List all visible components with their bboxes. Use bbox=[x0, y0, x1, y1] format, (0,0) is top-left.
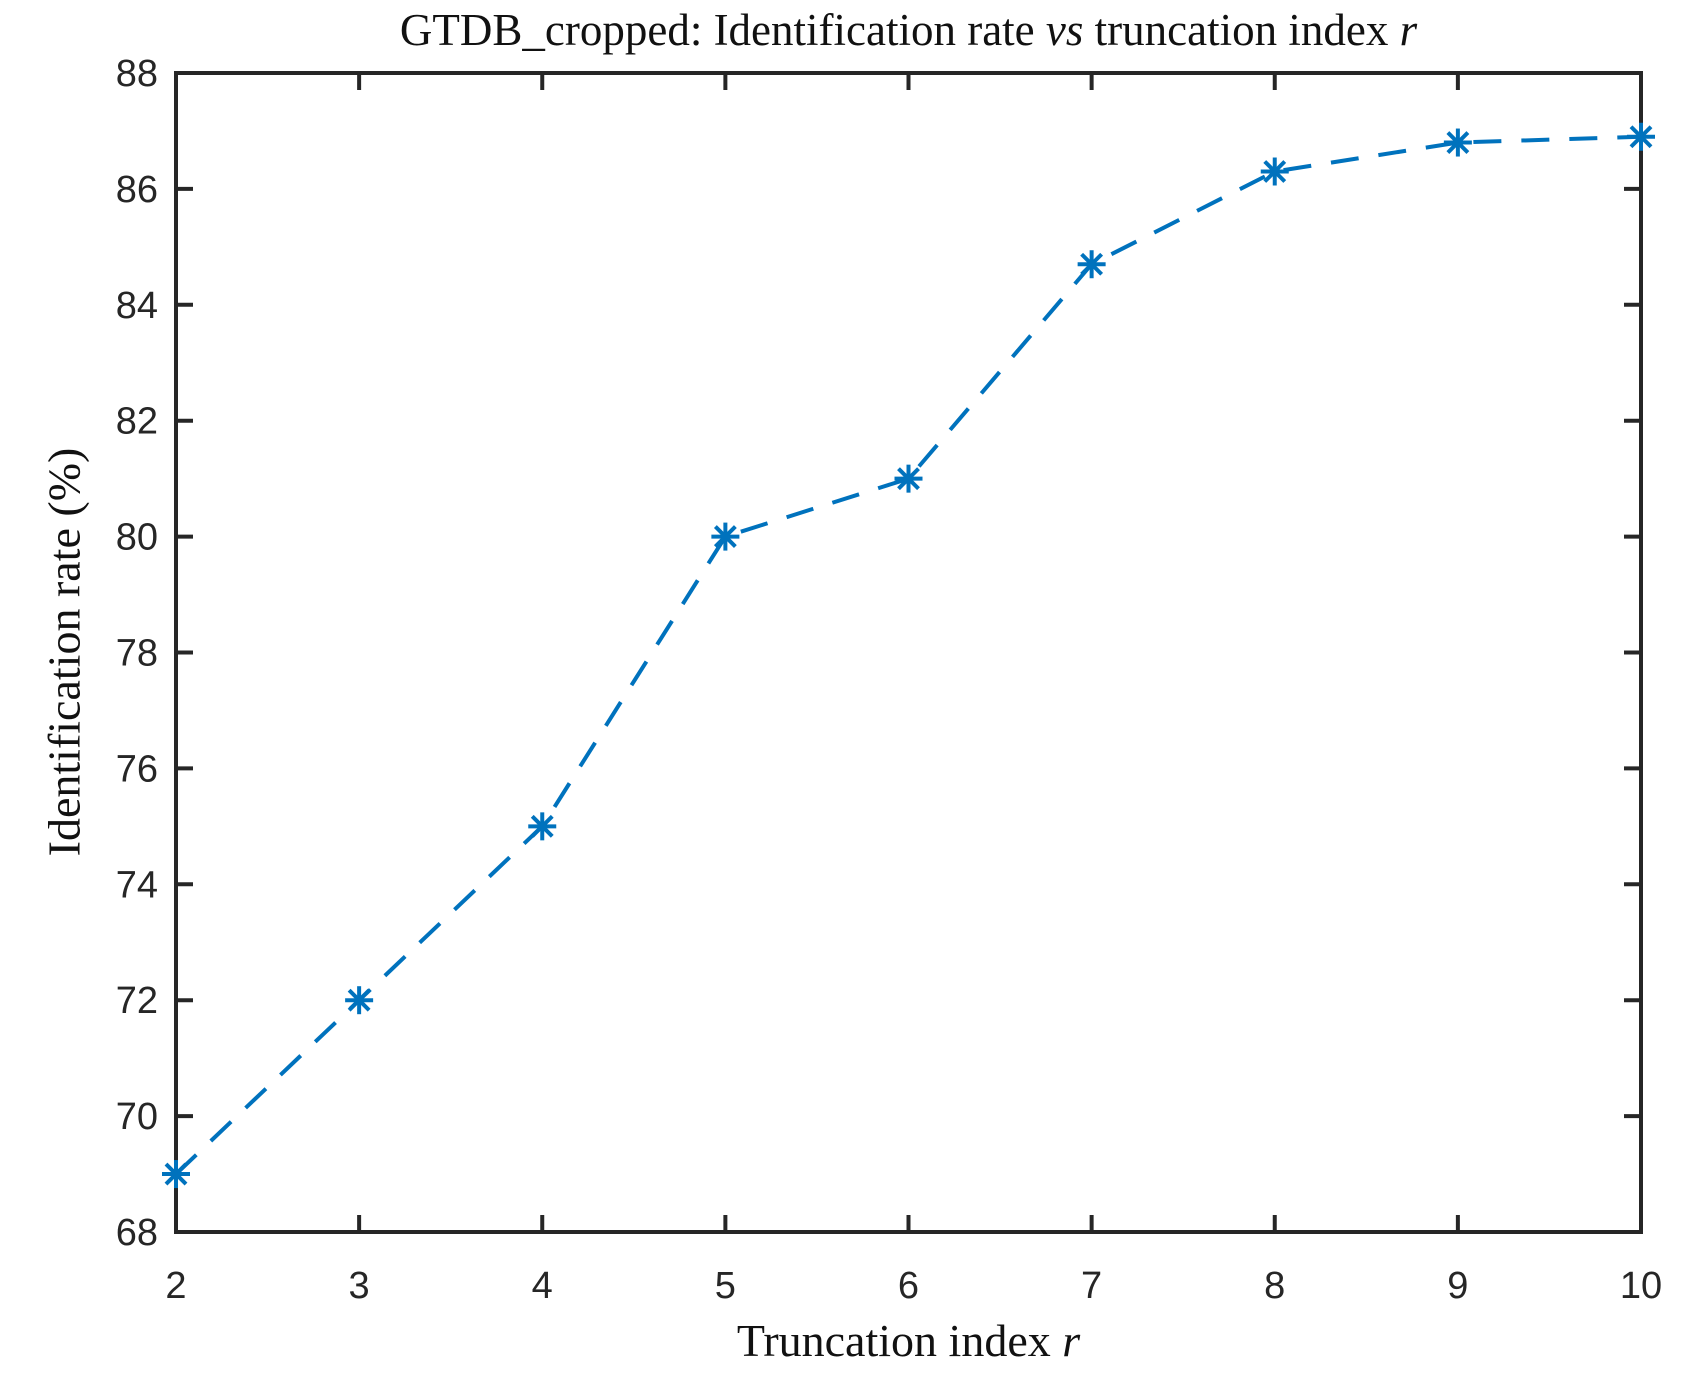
svg-text:68: 68 bbox=[116, 1212, 158, 1254]
chart-title: GTDB_cropped: Identification rate vs tru… bbox=[176, 5, 1641, 56]
svg-text:10: 10 bbox=[1620, 1265, 1662, 1307]
x-axis-label-var-r: r bbox=[1062, 1315, 1081, 1366]
svg-text:5: 5 bbox=[715, 1265, 736, 1307]
svg-text:76: 76 bbox=[116, 748, 158, 790]
data-markers bbox=[162, 122, 1655, 1189]
svg-text:70: 70 bbox=[116, 1096, 158, 1138]
svg-text:84: 84 bbox=[116, 285, 158, 327]
title-text-1: GTDB_cropped: Identification rate bbox=[399, 5, 1046, 55]
svg-text:6: 6 bbox=[898, 1265, 919, 1307]
svg-text:4: 4 bbox=[532, 1265, 553, 1307]
asterisk-marker bbox=[1443, 128, 1472, 157]
svg-text:8: 8 bbox=[1264, 1265, 1285, 1307]
svg-text:78: 78 bbox=[116, 633, 158, 675]
tick-marks bbox=[174, 71, 1643, 1234]
y-tick-labels: 68 70 72 74 76 78 80 82 84 86 88 bbox=[116, 53, 158, 1254]
title-text-2: truncation index bbox=[1083, 5, 1400, 55]
asterisk-marker bbox=[1077, 250, 1106, 279]
title-vs: vs bbox=[1045, 5, 1084, 55]
asterisk-marker bbox=[528, 812, 557, 841]
svg-text:86: 86 bbox=[116, 169, 158, 211]
x-axis-label: Truncation index r bbox=[176, 1315, 1641, 1367]
svg-text:88: 88 bbox=[116, 53, 158, 95]
svg-text:3: 3 bbox=[349, 1265, 370, 1307]
asterisk-marker bbox=[1627, 122, 1655, 151]
asterisk-marker bbox=[1260, 157, 1289, 186]
svg-text:80: 80 bbox=[116, 517, 158, 559]
asterisk-marker bbox=[345, 986, 374, 1015]
x-tick-labels: 2 3 4 5 6 7 8 9 10 bbox=[165, 1265, 1662, 1307]
svg-text:2: 2 bbox=[165, 1265, 186, 1307]
axes-box bbox=[174, 71, 1643, 1234]
svg-text:82: 82 bbox=[116, 401, 158, 443]
svg-text:72: 72 bbox=[116, 980, 158, 1022]
svg-text:9: 9 bbox=[1447, 1265, 1468, 1307]
asterisk-marker bbox=[894, 464, 923, 493]
svg-text:74: 74 bbox=[116, 864, 158, 906]
title-var-r: r bbox=[1399, 5, 1418, 55]
asterisk-marker bbox=[711, 522, 740, 551]
asterisk-marker bbox=[162, 1160, 190, 1189]
svg-text:7: 7 bbox=[1081, 1265, 1102, 1307]
x-axis-label-text: Truncation index bbox=[736, 1315, 1063, 1366]
data-line bbox=[174, 134, 1642, 1176]
